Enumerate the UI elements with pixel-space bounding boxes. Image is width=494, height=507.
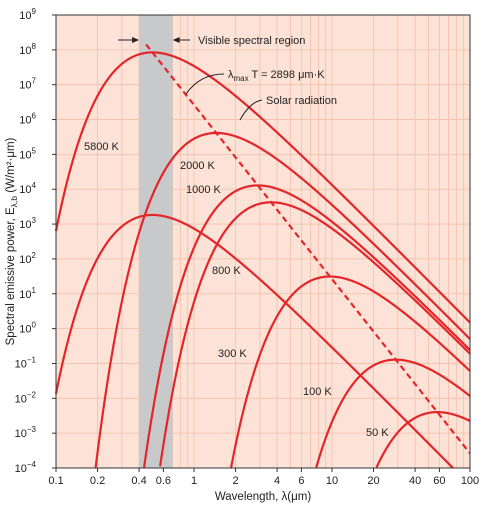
y-tick-exp: 5 (32, 146, 37, 155)
plot-frame (55, 14, 471, 469)
visible-region-label: Visible spectral region (198, 35, 305, 47)
curves (54, 51, 471, 469)
x-axis: 0.1 0.2 0.4 0.6 1 2 4 6 10 20 40 60 100 (48, 468, 479, 487)
y-tick-exp: 8 (32, 42, 37, 51)
curve-50k (375, 411, 471, 468)
y-tick-exp: 9 (32, 7, 37, 16)
x-tick-label: 10 (326, 475, 338, 487)
x-tick-label: 40 (409, 475, 421, 487)
y-tick-label: 10−2 (15, 390, 37, 405)
y-tick-exp: −1 (27, 355, 37, 364)
y-tick-base: 10 (15, 393, 27, 405)
curve-5800k (54, 51, 471, 324)
wien-line (145, 43, 471, 455)
y-axis: 10−410−310−210−1100101102103104105106107… (15, 7, 56, 475)
visible-arrowhead-right (172, 37, 180, 43)
solar-radiation-label: Solar radiation (266, 95, 337, 107)
x-tick-label: 60 (433, 475, 445, 487)
curve-2000k (94, 131, 471, 468)
annotations: 5800 K 2000 K 1000 K 800 K 300 K 100 K 50 K Vis… (84, 35, 389, 439)
x-tick-label: 0.4 (131, 475, 146, 487)
y-tick-base: 10 (19, 115, 31, 127)
curve-1000k (143, 184, 471, 468)
x-tick-label: 0.2 (90, 475, 105, 487)
y-tick-base: 10 (15, 428, 27, 440)
curve-800k (159, 201, 471, 467)
label-2000k: 2000 K (180, 160, 216, 172)
y-axis-label-subscript: λ,b (9, 196, 19, 208)
wien-label: λmax T = 2898 μm·K (228, 69, 325, 83)
curve-solar-radiation (54, 213, 454, 469)
y-tick-base: 10 (19, 289, 31, 301)
y-tick-label: 102 (19, 251, 36, 266)
label-300k: 300 K (218, 348, 247, 360)
y-axis-label-main: Spectral emissive power, E (5, 207, 17, 345)
x-tick-label: 0.1 (48, 475, 63, 487)
y-tick-label: 109 (19, 7, 36, 22)
y-tick-label: 103 (19, 216, 36, 231)
y-tick-label: 108 (19, 42, 36, 57)
y-tick-exp: 6 (32, 112, 37, 121)
label-50k: 50 K (366, 427, 389, 439)
y-tick-label: 105 (19, 146, 36, 161)
y-tick-label: 10−1 (15, 355, 37, 370)
visible-region-band (139, 15, 173, 468)
y-tick-base: 10 (19, 254, 31, 266)
y-tick-base: 10 (19, 149, 31, 161)
y-tick-base: 10 (19, 80, 31, 92)
wien-label-lambda: λ (228, 69, 234, 81)
y-tick-label: 100 (19, 321, 36, 336)
label-5800k: 5800 K (84, 141, 120, 153)
y-tick-base: 10 (19, 45, 31, 57)
y-tick-base: 10 (19, 219, 31, 231)
label-100k: 100 K (303, 386, 332, 398)
y-tick-exp: −2 (27, 390, 37, 399)
y-axis-label: Spectral emissive power, Eλ,b (W/m²·μm) (5, 137, 19, 345)
wien-leader (185, 73, 225, 95)
curve-100k (315, 358, 471, 468)
x-tick-label: 4 (274, 475, 280, 487)
y-tick-base: 10 (15, 358, 27, 370)
visible-arrowhead-left (132, 37, 140, 43)
x-tick-label: 6 (298, 475, 304, 487)
x-axis-label: Wavelength, λ(μm) (215, 491, 311, 503)
y-tick-exp: −4 (27, 460, 37, 469)
x-tick-label: 1 (191, 475, 197, 487)
x-tick-label: 20 (367, 475, 379, 487)
y-tick-exp: 1 (32, 286, 37, 295)
y-tick-label: 10−4 (15, 460, 37, 475)
wien-label-rest: T = 2898 μm·K (249, 69, 326, 81)
y-axis-label-unit: (W/m²·μm) (5, 137, 17, 196)
y-tick-label: 107 (19, 77, 36, 92)
y-tick-exp: 4 (32, 181, 37, 190)
y-tick-base: 10 (19, 10, 31, 22)
y-tick-base: 10 (15, 463, 27, 475)
y-tick-label: 106 (19, 112, 36, 127)
y-tick-label: 104 (19, 181, 36, 196)
x-tick-label: 2 (232, 475, 238, 487)
y-tick-exp: −3 (27, 425, 37, 434)
y-tick-base: 10 (19, 184, 31, 196)
x-tick-label: 100 (461, 475, 479, 487)
y-tick-exp: 7 (32, 77, 37, 86)
y-tick-label: 101 (19, 286, 36, 301)
curve-300k (229, 275, 471, 468)
y-tick-base: 10 (19, 324, 31, 336)
y-tick-exp: 2 (32, 251, 37, 260)
y-tick-exp: 0 (32, 321, 37, 330)
label-1000k: 1000 K (186, 184, 222, 196)
x-tick-label: 0.6 (156, 475, 171, 487)
y-tick-label: 10−3 (15, 425, 37, 440)
plot-background (56, 15, 470, 468)
solar-leader (239, 99, 263, 121)
y-tick-exp: 3 (32, 216, 37, 225)
wien-label-sub: max (234, 74, 249, 83)
label-800k: 800 K (212, 265, 241, 277)
